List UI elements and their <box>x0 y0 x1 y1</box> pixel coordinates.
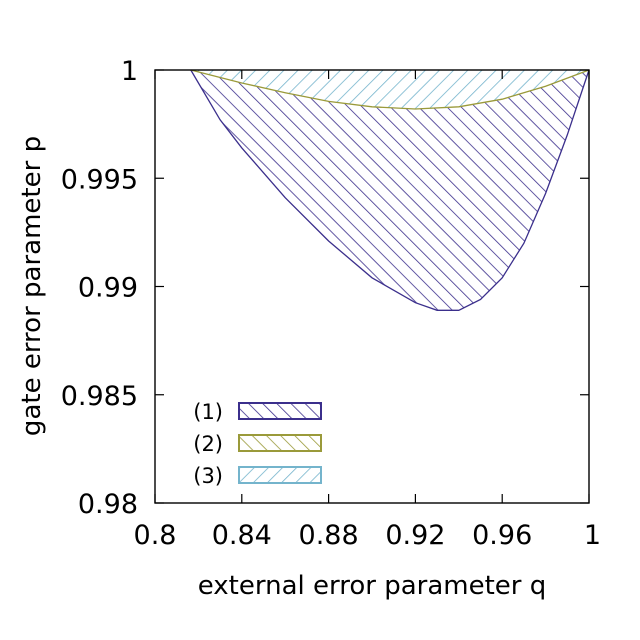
series-1-boundary <box>190 69 590 311</box>
legend-swatch <box>238 466 322 484</box>
legend: (1) (2) (3) <box>193 400 322 488</box>
legend-label: (3) <box>193 464 223 488</box>
x-tick-label: 0.92 <box>385 520 445 551</box>
x-tick-label: 0.8 <box>134 520 177 551</box>
y-axis-ticks: 0.98 0.985 0.99 0.995 1 <box>61 56 589 520</box>
x-tick-label: 0.84 <box>212 520 272 551</box>
x-axis-title: external error parameter q <box>198 571 547 601</box>
y-tick-label: 1 <box>121 56 138 87</box>
x-tick-label: 1 <box>584 520 601 551</box>
series-1-region <box>190 70 590 311</box>
legend-swatch <box>238 402 322 420</box>
y-tick-label: 0.985 <box>61 381 138 412</box>
x-axis-ticks: 0.8 0.84 0.88 0.92 0.96 1 <box>134 70 601 551</box>
series-3-region <box>190 70 590 109</box>
series-2-curve <box>190 69 590 110</box>
legend-label: (2) <box>193 432 223 456</box>
y-tick-label: 0.98 <box>78 489 138 520</box>
plot-regions <box>190 69 590 311</box>
legend-label: (1) <box>193 400 223 424</box>
x-tick-label: 0.88 <box>299 520 359 551</box>
y-tick-label: 0.995 <box>61 164 138 195</box>
legend-swatch <box>238 434 322 452</box>
y-axis-title: gate error parameter p <box>17 136 47 436</box>
y-tick-label: 0.99 <box>78 273 138 304</box>
x-tick-label: 0.96 <box>472 520 532 551</box>
